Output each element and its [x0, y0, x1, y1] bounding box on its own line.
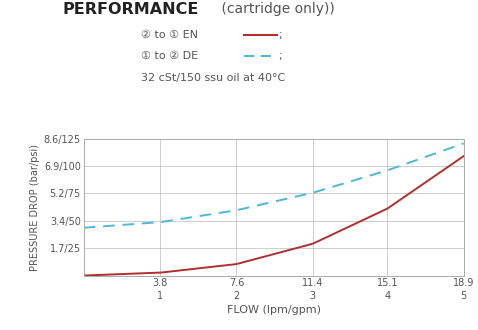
Y-axis label: PRESSURE DROP (bar/psi): PRESSURE DROP (bar/psi): [30, 144, 40, 271]
Text: ② to ① EN: ② to ① EN: [141, 30, 202, 40]
Text: (cartridge only)): (cartridge only)): [217, 2, 335, 16]
Text: 32 cSt/150 ssu oil at 40°C: 32 cSt/150 ssu oil at 40°C: [141, 73, 285, 82]
Text: PERFORMANCE: PERFORMANCE: [62, 2, 198, 16]
Text: ① to ② DE: ① to ② DE: [141, 51, 202, 61]
X-axis label: FLOW (lpm/gpm): FLOW (lpm/gpm): [227, 305, 321, 315]
Text: ;: ;: [279, 51, 282, 61]
Text: ;: ;: [279, 30, 282, 40]
